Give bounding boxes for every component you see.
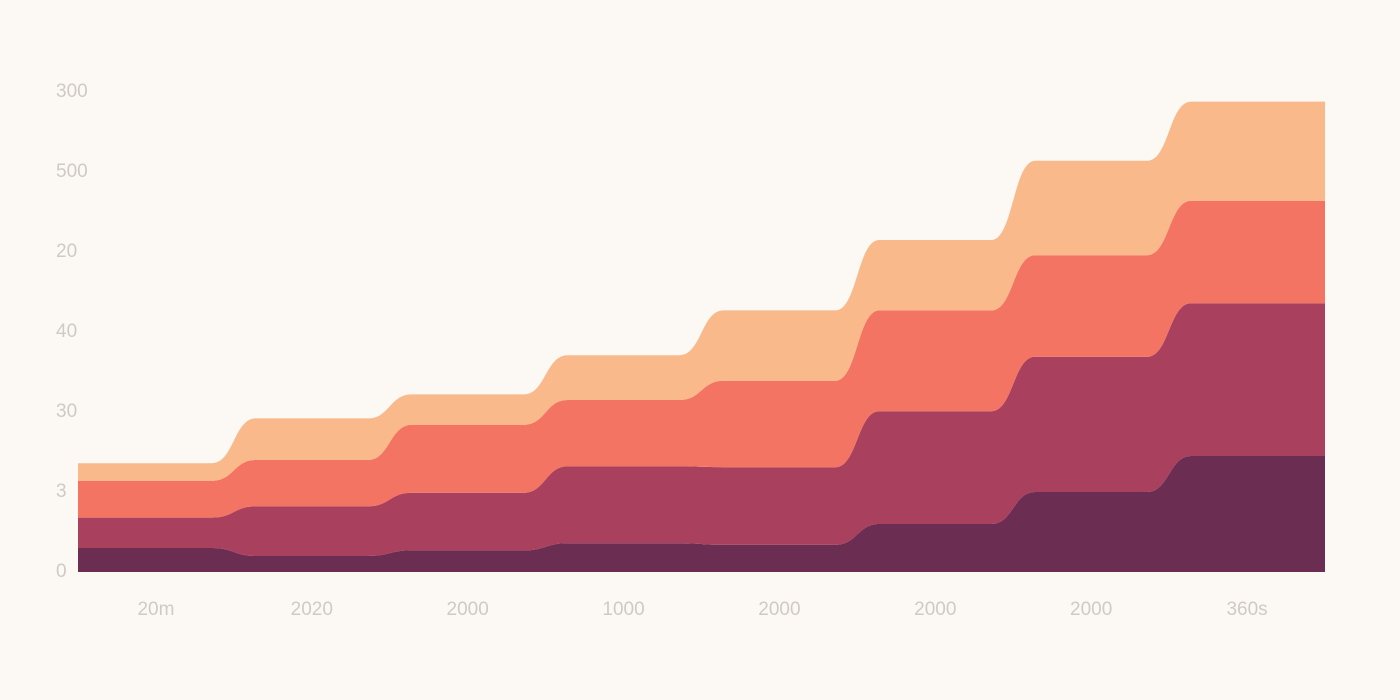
x-tick-label: 2000 bbox=[1070, 599, 1112, 620]
area bbox=[78, 303, 1325, 556]
y-tick-label: 300 bbox=[56, 81, 88, 102]
y-tick-label: 0 bbox=[56, 561, 67, 582]
y-tick-label: 500 bbox=[56, 161, 88, 182]
x-tick-label: 360s bbox=[1226, 599, 1267, 620]
x-tick-label: 1000 bbox=[602, 599, 644, 620]
x-tick-label: 2000 bbox=[447, 599, 489, 620]
y-tick-label: 30 bbox=[56, 401, 77, 422]
area bbox=[78, 456, 1325, 572]
area bbox=[78, 200, 1325, 518]
y-tick-label: 3 bbox=[56, 481, 67, 502]
y-tick-label: 20 bbox=[56, 241, 77, 262]
x-tick-label: 2000 bbox=[914, 599, 956, 620]
x-tick-label: 20m bbox=[137, 599, 174, 620]
area bbox=[78, 101, 1325, 481]
x-tick-label: 2000 bbox=[758, 599, 800, 620]
x-tick-label: 2020 bbox=[291, 599, 333, 620]
y-tick-label: 40 bbox=[56, 321, 77, 342]
